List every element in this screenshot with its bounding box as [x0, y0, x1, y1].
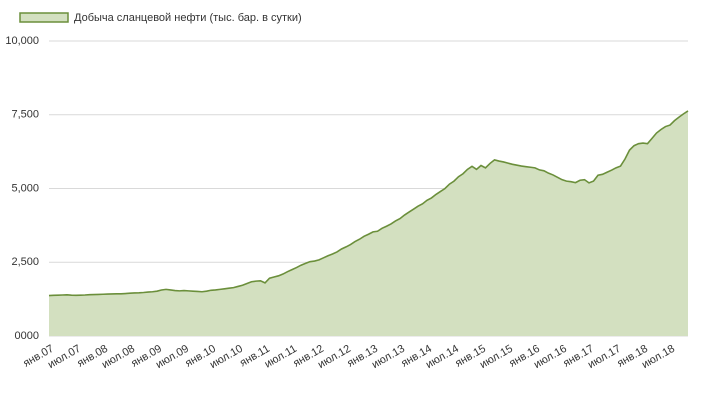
y-tick-label: 7,500: [11, 109, 39, 121]
y-tick-label: 2,500: [11, 256, 39, 268]
area: [49, 110, 688, 336]
legend-label: Добыча сланцевой нефти (тыс. бар. в сутк…: [74, 12, 302, 24]
y-tick-label: 5,000: [11, 182, 39, 194]
y-tick-label: 10,000: [5, 35, 39, 47]
y-tick-label: 0000: [15, 330, 39, 342]
line: [48, 110, 689, 297]
legend-swatch: [19, 12, 69, 23]
